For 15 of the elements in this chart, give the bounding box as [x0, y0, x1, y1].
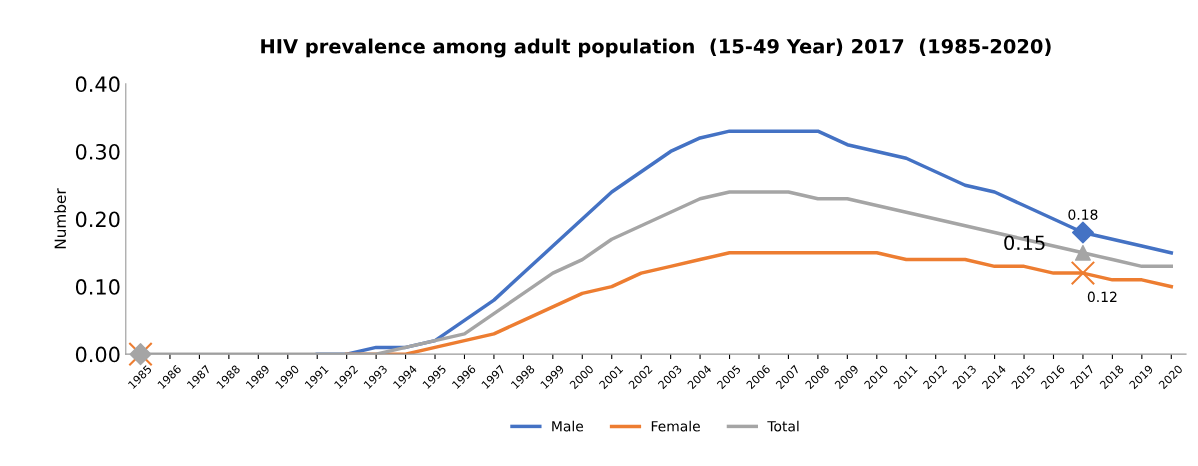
y-tick-label: 0.40	[75, 76, 120, 93]
annotation: 0.18	[1068, 209, 1098, 220]
y-tick-label: 0.30	[75, 143, 120, 160]
annotation: 0.15	[1004, 235, 1045, 251]
y-tick-label: 0.10	[75, 279, 120, 295]
y-tick-label: 0.00	[75, 346, 120, 363]
y-tick-label: 0.20	[75, 211, 120, 228]
y-axis-title: Number	[54, 188, 67, 249]
point	[1071, 221, 1094, 244]
point	[1074, 244, 1091, 261]
legend-label: Male	[552, 420, 584, 432]
chart-title: HIV prevalence among adult population (15-49 Year) 2017 (1985-2020)	[261, 38, 1051, 58]
legend-label: Total	[767, 420, 799, 432]
annotation: 0.12	[1087, 291, 1117, 303]
legend-label: Female	[651, 420, 700, 432]
